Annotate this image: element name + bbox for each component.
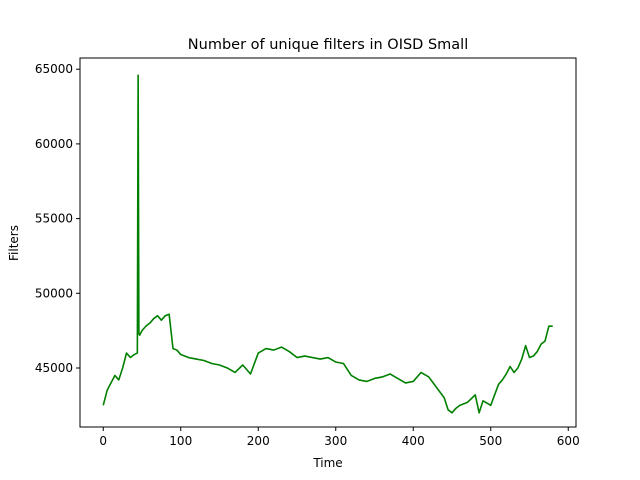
x-tick-label: 600 — [557, 434, 580, 448]
series-line — [102, 74, 553, 414]
x-axis-label: Time — [312, 456, 342, 470]
y-tick-label: 50000 — [35, 286, 73, 300]
x-tick-label: 400 — [402, 434, 425, 448]
y-tick-label: 60000 — [35, 137, 73, 151]
x-tick-label: 100 — [169, 434, 192, 448]
series-layer — [102, 74, 553, 414]
x-tick-label: 0 — [99, 434, 107, 448]
x-tick-label: 500 — [479, 434, 502, 448]
x-axis: 0 100 200 300 400 500 600 — [99, 427, 580, 448]
y-tick-label: 55000 — [35, 212, 73, 226]
chart-title: Number of unique filters in OISD Small — [188, 37, 468, 53]
x-tick-label: 200 — [247, 434, 270, 448]
y-axis-label: Filters — [7, 225, 21, 261]
y-axis: 45000 50000 55000 60000 65000 — [35, 62, 80, 375]
y-tick-label: 45000 — [35, 361, 73, 375]
y-tick-label: 65000 — [35, 62, 73, 76]
x-tick-label: 300 — [324, 434, 347, 448]
plot-area — [79, 57, 577, 428]
axes-frame — [79, 57, 577, 428]
